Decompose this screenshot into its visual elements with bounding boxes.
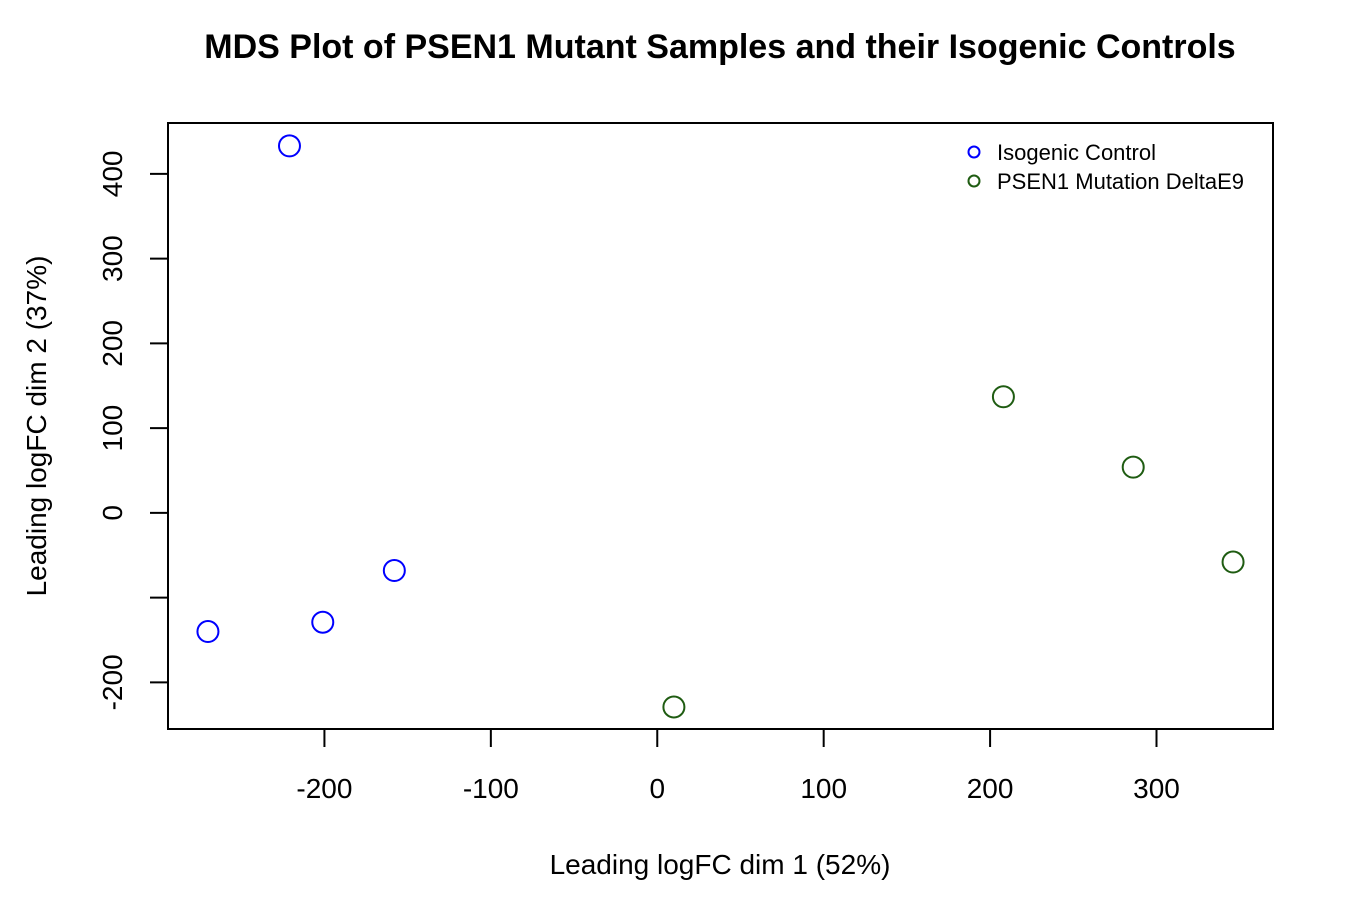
y-tick-label: -200 bbox=[97, 654, 128, 710]
x-axis-label: Leading logFC dim 1 (52%) bbox=[550, 849, 891, 880]
data-point-series-1 bbox=[196, 620, 220, 644]
y-axis: -200 0 100 200 300 400 bbox=[97, 150, 169, 710]
y-tick-label: 100 bbox=[97, 405, 128, 452]
x-tick-label: 200 bbox=[967, 773, 1014, 804]
x-tick-label: 300 bbox=[1133, 773, 1180, 804]
data-points bbox=[196, 134, 1245, 719]
legend-label: PSEN1 Mutation DeltaE9 bbox=[997, 169, 1244, 194]
y-tick-label: 0 bbox=[97, 505, 128, 521]
chart-title: MDS Plot of PSEN1 Mutant Samples and the… bbox=[204, 28, 1235, 66]
legend-marker bbox=[967, 174, 981, 188]
legend-marker bbox=[967, 145, 981, 159]
legend-label: Isogenic Control bbox=[997, 140, 1156, 165]
x-tick-label: 100 bbox=[800, 773, 847, 804]
plot-frame bbox=[167, 122, 1274, 730]
y-tick-label: 400 bbox=[97, 150, 128, 197]
data-point-series-1 bbox=[382, 559, 406, 583]
x-tick-label: -100 bbox=[463, 773, 519, 804]
legend: Isogenic Control PSEN1 Mutation DeltaE9 bbox=[967, 140, 1244, 194]
data-point-series-2 bbox=[1121, 455, 1145, 479]
x-axis: -200 -100 0 100 200 300 bbox=[296, 728, 1180, 804]
x-tick-label: -200 bbox=[296, 773, 352, 804]
data-point-series-1 bbox=[277, 134, 301, 158]
y-tick-label: 300 bbox=[97, 235, 128, 282]
x-tick-label: 0 bbox=[649, 773, 665, 804]
data-point-series-2 bbox=[1221, 550, 1245, 574]
data-point-series-2 bbox=[991, 385, 1015, 409]
y-axis-label: Leading logFC dim 2 (37%) bbox=[21, 256, 52, 597]
data-point-series-1 bbox=[311, 610, 335, 634]
data-point-series-2 bbox=[662, 695, 686, 719]
y-tick-label: 200 bbox=[97, 320, 128, 367]
